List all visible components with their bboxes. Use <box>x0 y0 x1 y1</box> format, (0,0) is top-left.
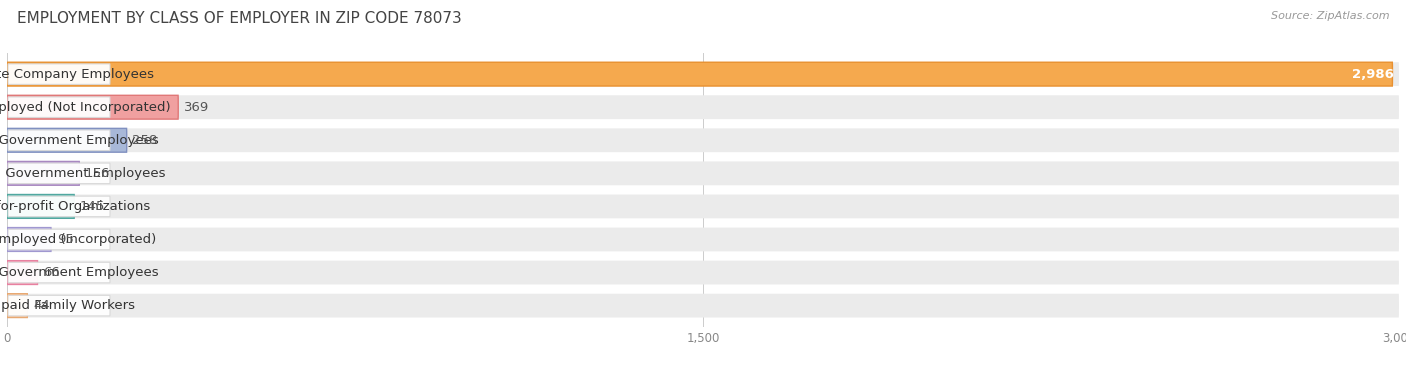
FancyBboxPatch shape <box>7 227 51 252</box>
Text: 66: 66 <box>44 266 60 279</box>
Text: Federal Government Employees: Federal Government Employees <box>0 167 166 180</box>
FancyBboxPatch shape <box>7 261 1399 285</box>
Text: 156: 156 <box>84 167 110 180</box>
Text: 145: 145 <box>80 200 105 213</box>
Text: 44: 44 <box>32 299 49 312</box>
FancyBboxPatch shape <box>7 194 75 218</box>
Text: Self-Employed (Not Incorporated): Self-Employed (Not Incorporated) <box>0 101 170 114</box>
FancyBboxPatch shape <box>8 229 110 250</box>
Text: 2,986: 2,986 <box>1353 68 1395 80</box>
FancyBboxPatch shape <box>7 95 179 119</box>
Text: 95: 95 <box>56 233 73 246</box>
FancyBboxPatch shape <box>8 163 110 183</box>
FancyBboxPatch shape <box>8 97 110 117</box>
Text: Source: ZipAtlas.com: Source: ZipAtlas.com <box>1271 11 1389 21</box>
Text: 258: 258 <box>132 134 157 147</box>
FancyBboxPatch shape <box>7 161 79 185</box>
FancyBboxPatch shape <box>8 196 110 217</box>
Text: State Government Employees: State Government Employees <box>0 266 159 279</box>
FancyBboxPatch shape <box>8 296 110 316</box>
FancyBboxPatch shape <box>7 294 28 317</box>
FancyBboxPatch shape <box>7 62 1399 86</box>
FancyBboxPatch shape <box>7 294 1399 317</box>
FancyBboxPatch shape <box>8 262 110 283</box>
Text: Unpaid Family Workers: Unpaid Family Workers <box>0 299 135 312</box>
Text: Private Company Employees: Private Company Employees <box>0 68 155 80</box>
Text: EMPLOYMENT BY CLASS OF EMPLOYER IN ZIP CODE 78073: EMPLOYMENT BY CLASS OF EMPLOYER IN ZIP C… <box>17 11 461 26</box>
Text: 369: 369 <box>184 101 209 114</box>
FancyBboxPatch shape <box>7 128 127 152</box>
FancyBboxPatch shape <box>7 128 1399 152</box>
FancyBboxPatch shape <box>7 227 1399 252</box>
Text: Not-for-profit Organizations: Not-for-profit Organizations <box>0 200 150 213</box>
Text: Self-Employed (Incorporated): Self-Employed (Incorporated) <box>0 233 156 246</box>
FancyBboxPatch shape <box>7 95 1399 119</box>
FancyBboxPatch shape <box>7 194 1399 218</box>
FancyBboxPatch shape <box>7 62 1392 86</box>
FancyBboxPatch shape <box>8 64 110 84</box>
FancyBboxPatch shape <box>8 130 110 150</box>
FancyBboxPatch shape <box>7 261 38 285</box>
Text: Local Government Employees: Local Government Employees <box>0 134 159 147</box>
FancyBboxPatch shape <box>7 161 1399 185</box>
